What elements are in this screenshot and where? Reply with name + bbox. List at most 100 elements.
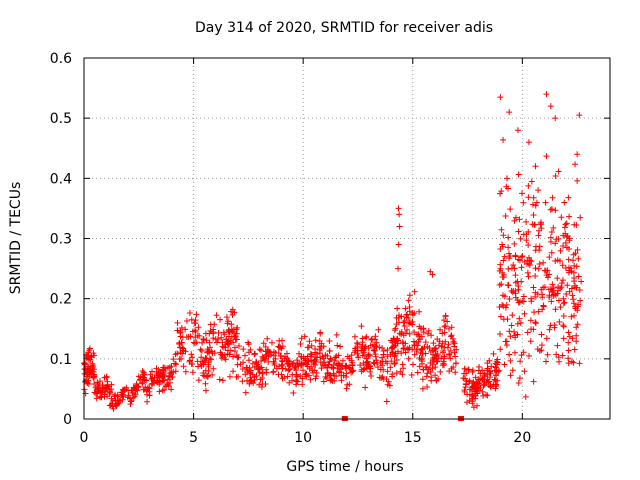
data-point [306,338,313,345]
data-point [397,368,404,375]
data-point [323,375,330,382]
data-point [265,358,272,365]
data-point [144,398,151,405]
data-point [578,278,585,285]
data-point [437,368,444,375]
data-point [348,352,355,359]
data-point [405,346,412,353]
data-point [89,368,96,375]
data-point [506,351,513,358]
data-point [507,357,514,364]
data-point [140,386,147,393]
data-point [245,357,252,364]
data-point [432,372,439,379]
data-point [571,312,578,319]
data-point [223,314,230,321]
data-point [260,340,267,347]
data-point [259,353,266,360]
data-point [411,329,418,336]
data-point [572,161,579,168]
data-point [322,352,329,359]
data-point [281,375,288,382]
data-point [128,398,135,405]
data-point [194,332,201,339]
data-point [334,342,341,349]
data-point [570,296,577,303]
data-point [424,343,431,350]
data-point [124,394,131,401]
data-point [519,190,526,197]
data-point [258,364,265,371]
data-point [336,369,343,376]
data-point [550,224,557,231]
data-point [146,392,153,399]
data-point [447,333,454,340]
data-point [559,352,566,359]
data-point [83,373,90,380]
data-point [476,380,483,387]
data-point [401,345,408,352]
data-point [401,317,408,324]
data-point [301,359,308,366]
data-point [520,231,527,238]
data-point [561,199,568,206]
data-point [547,206,554,213]
data-point [380,347,387,354]
data-point [395,265,402,272]
data-point [187,357,194,364]
data-point [527,317,534,324]
data-point [207,321,214,328]
data-point [552,240,559,247]
data-point [511,240,518,247]
data-point [538,331,545,338]
data-point [434,351,441,358]
data-point [270,358,277,365]
data-point [427,268,434,275]
data-point [220,329,227,336]
data-point [389,349,396,356]
data-point [159,387,166,394]
data-point [444,344,451,351]
data-point [361,365,368,372]
data-point [538,286,545,293]
data-point [437,326,444,333]
data-point [447,347,454,354]
data-point [372,353,379,360]
data-point [293,371,300,378]
data-point [218,354,225,361]
data-point [213,339,220,346]
data-point [553,351,560,358]
data-point [294,357,301,364]
data-point [565,256,572,263]
data-point [253,359,260,366]
data-point [552,173,559,180]
data-point [230,326,237,333]
data-point [144,391,151,398]
x-tick-label: 0 [80,430,89,446]
data-point [206,344,213,351]
data-point [516,216,523,223]
data-point [536,227,543,234]
data-point [540,259,547,266]
data-point [159,373,166,380]
data-point [434,336,441,343]
data-point [570,359,577,366]
data-point [209,371,216,378]
data-point [469,380,476,387]
data-point [562,221,569,228]
data-point [355,354,362,361]
data-point [555,236,562,243]
data-point [422,339,429,346]
data-point [514,320,521,327]
data-point [532,163,539,170]
data-point [375,326,382,333]
data-point [500,271,507,278]
data-point [224,340,231,347]
data-point [503,183,510,190]
data-point [491,376,498,383]
x-tick-label: 20 [513,430,531,446]
data-point [518,278,525,285]
data-point [307,376,314,383]
data-point [420,366,427,373]
data-point [343,385,350,392]
